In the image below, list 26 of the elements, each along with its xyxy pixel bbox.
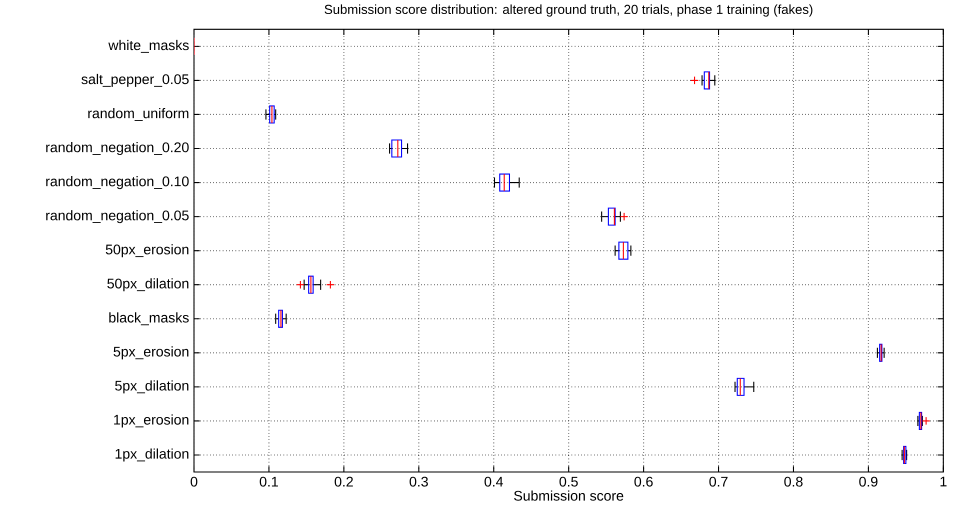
y-tick-label: salt_pepper_0.05 [81,74,189,87]
x-tick-label: 0.5 [559,476,578,487]
y-tick-label: random_negation_0.10 [46,176,189,190]
x-tick-label: 0.1 [260,476,278,487]
y-tick-label: 5px_erosion [114,346,188,360]
x-tick-label: 0 [190,476,198,487]
x-axis-title: Submission score [514,490,624,501]
y-tick-label: random_negation_0.20 [46,142,189,156]
x-tick-label: 0.6 [634,476,653,487]
x-tick-label: 1 [940,476,947,486]
y-tick-label: 50px_erosion [106,244,188,258]
y-tick-label: random_negation_0.05 [46,210,189,224]
y-tick-label: 5px_dilation [115,380,188,394]
x-tick-label: 0.8 [784,476,803,487]
x-tick-label: 0.9 [859,476,878,487]
y-tick-label: 50px_dilation [107,278,188,292]
x-tick-label: 0.4 [484,476,504,487]
y-tick-label: 1px_erosion [114,414,188,428]
x-tick-label: 0.3 [410,476,428,487]
y-tick-label: white_masks [108,40,189,53]
x-tick-label: 0.2 [334,476,353,487]
y-tick-label: 1px_dilation [116,448,188,462]
y-tick-label: black_masks [109,312,189,326]
chart-title: Submission score distribution: altered ground truth, 20 trials, phase 1 training (fakes) [324,4,812,17]
x-tick-label: 0.7 [709,476,728,487]
y-tick-label: random_uniform [88,108,188,121]
